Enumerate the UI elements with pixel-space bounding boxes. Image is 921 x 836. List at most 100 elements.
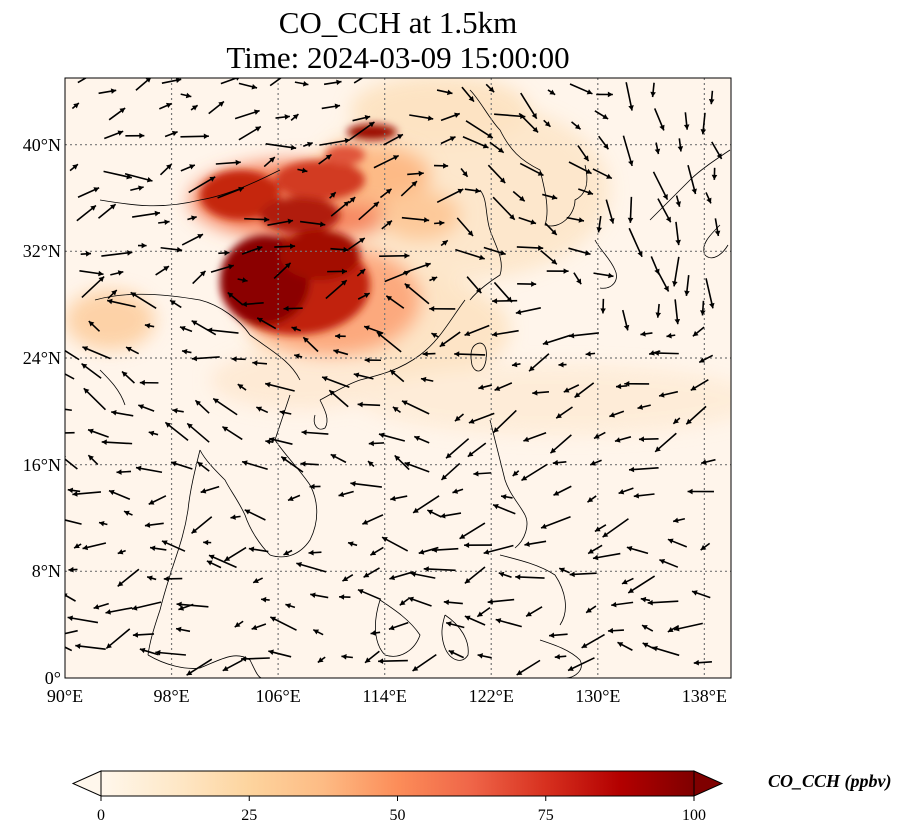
wind-arrow — [640, 331, 653, 337]
wind-arrow — [144, 522, 164, 528]
wind-arrow — [614, 436, 632, 443]
wind-arrow — [248, 546, 269, 553]
wind-arrow — [381, 219, 393, 230]
wind-arrow — [402, 262, 431, 274]
wind-arrow — [431, 332, 439, 339]
wind-arrow — [180, 133, 209, 140]
wind-arrow — [379, 252, 410, 259]
wind-arrow — [659, 559, 679, 568]
map-panel — [65, 78, 731, 678]
wind-arrow — [440, 462, 461, 481]
wind-arrow — [294, 80, 309, 87]
wind-arrow — [473, 470, 492, 477]
wind-arrow — [101, 439, 133, 445]
lat-tick-label: 24°N — [22, 348, 61, 368]
lon-tick-label: 130°E — [575, 686, 621, 706]
wind-arrow — [327, 268, 347, 275]
wind-arrow — [65, 519, 82, 525]
wind-arrow — [429, 276, 438, 282]
wind-arrow — [516, 245, 544, 251]
wind-arrow — [487, 164, 506, 184]
wind-arrow — [252, 577, 264, 584]
wind-arrow — [500, 494, 513, 500]
wind-arrow — [455, 248, 485, 261]
wind-arrow — [87, 428, 109, 438]
wind-arrow — [339, 594, 351, 600]
wind-arrow — [368, 440, 385, 447]
lon-tick-label: 138°E — [681, 686, 727, 706]
wind-arrow — [439, 331, 461, 348]
wind-arrow — [321, 376, 350, 388]
wind-arrow — [139, 379, 159, 386]
wind-arrow — [302, 336, 319, 353]
wind-arrow — [640, 596, 651, 603]
wind-arrow — [512, 190, 526, 202]
wind-arrow — [67, 615, 99, 624]
wind-arrow — [673, 622, 703, 632]
wind-arrow — [489, 141, 505, 154]
wind-arrow — [592, 168, 613, 180]
wind-arrow — [675, 195, 681, 207]
wind-arrow — [241, 245, 263, 255]
wind-arrow — [69, 163, 79, 172]
wind-arrow — [241, 460, 268, 471]
wind-arrow — [563, 384, 580, 393]
wind-arrow — [294, 353, 303, 359]
wind-arrow — [515, 307, 541, 315]
wind-arrow — [139, 647, 159, 656]
wind-arrow — [714, 218, 721, 237]
wind-arrow — [422, 351, 436, 357]
lat-tick-label: 16°N — [22, 454, 61, 475]
wind-arrow — [83, 387, 107, 411]
wind-arrow — [104, 130, 124, 140]
wind-arrow — [651, 645, 680, 657]
wind-arrow — [180, 92, 192, 99]
wind-arrow — [230, 514, 241, 520]
wind-arrow — [571, 121, 582, 130]
wind-arrow — [711, 141, 723, 160]
wind-arrow — [221, 425, 243, 441]
colorbar — [71, 770, 724, 801]
wind-arrow — [388, 621, 409, 631]
wind-arrow — [175, 626, 191, 633]
wind-arrow — [287, 494, 301, 502]
lat-tick-label: 0° — [44, 668, 61, 688]
wind-arrow — [468, 412, 495, 424]
wind-arrow — [363, 325, 384, 335]
wind-arrow — [650, 82, 656, 98]
wind-arrow — [392, 406, 401, 414]
wind-arrow — [494, 382, 513, 392]
wind-arrow — [237, 277, 248, 283]
wind-arrow — [436, 188, 464, 204]
wind-arrow — [547, 89, 556, 96]
wind-arrow — [574, 382, 595, 399]
wind-arrow — [191, 516, 213, 535]
wind-arrow — [628, 227, 643, 258]
wind-arrow — [251, 623, 267, 631]
wind-arrow — [672, 517, 686, 524]
wind-arrow — [164, 421, 189, 442]
wind-arrow — [653, 108, 665, 131]
wind-arrow — [367, 460, 375, 468]
wind-arrow — [667, 538, 688, 548]
wind-arrow — [404, 461, 430, 473]
wind-arrow — [342, 574, 354, 582]
wind-arrow — [196, 461, 210, 472]
wind-arrow — [302, 141, 313, 148]
wind-arrow — [558, 567, 570, 574]
colorbar-extend-min — [71, 770, 102, 797]
wind-arrow — [383, 133, 404, 146]
wind-arrow — [200, 485, 220, 494]
wind-arrow — [520, 92, 538, 120]
wind-arrow — [378, 432, 406, 442]
wind-arrow — [135, 78, 152, 91]
wind-arrow — [690, 379, 709, 392]
wind-arrow — [81, 275, 105, 299]
wind-arrow — [176, 601, 209, 608]
wind-arrow — [187, 215, 197, 221]
wind-arrow — [93, 602, 109, 610]
wind-arrow — [705, 192, 712, 204]
wind-arrow — [73, 543, 82, 549]
wind-arrow — [426, 509, 442, 518]
wind-arrow — [407, 596, 432, 607]
